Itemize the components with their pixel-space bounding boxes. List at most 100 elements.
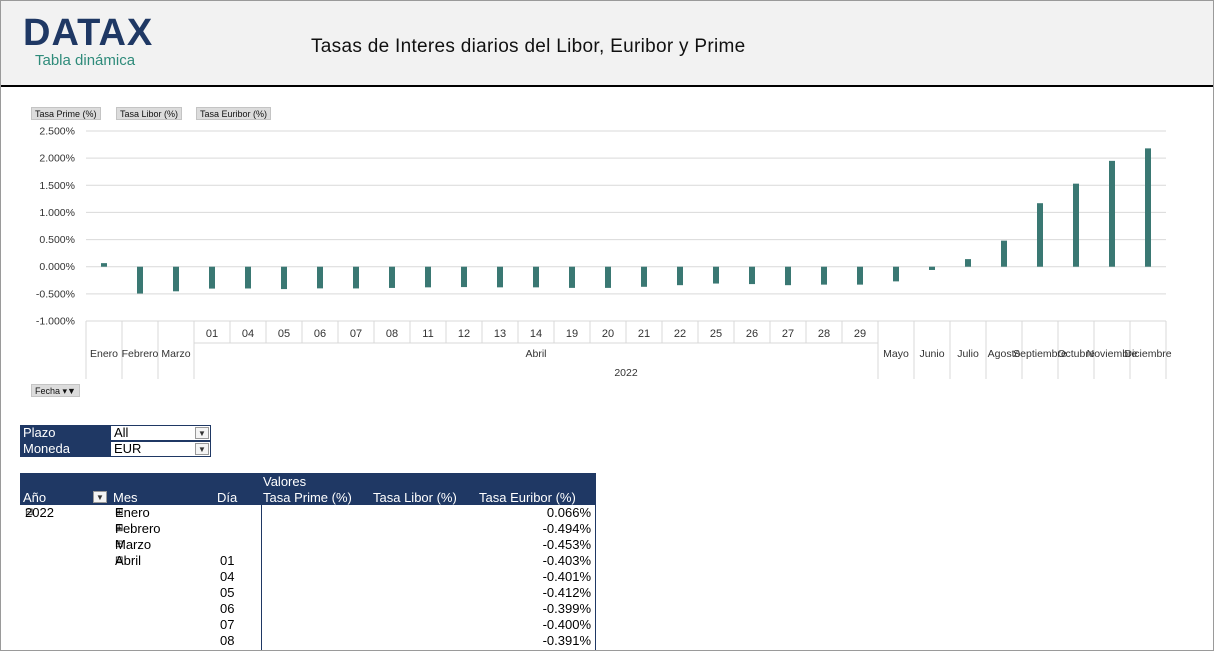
- bar: [533, 266, 539, 288]
- day-tick-label: 07: [350, 328, 362, 340]
- field-chip-tasa-libor[interactable]: Tasa Libor (%): [116, 107, 183, 120]
- bar: [785, 266, 791, 286]
- table-row: ⊟ 2022 ⊞ Enero 0.066%: [20, 505, 596, 521]
- bar: [605, 266, 611, 288]
- expand-icon[interactable]: ⊞: [115, 523, 124, 534]
- y-tick-label: -0.500%: [36, 288, 75, 300]
- table-row: ⊞ Marzo -0.453%: [20, 537, 596, 553]
- collapse-icon[interactable]: ⊟: [25, 507, 34, 518]
- month-tick-label: Agosto: [988, 348, 1021, 360]
- bar: [425, 266, 431, 288]
- valores-label: Valores: [263, 474, 307, 489]
- plazo-filter-select[interactable]: All ▼: [111, 425, 211, 441]
- month-tick-label: Octubre: [1057, 348, 1095, 360]
- bar: [209, 266, 215, 289]
- day-tick-label: 29: [854, 328, 866, 340]
- bar: [461, 266, 467, 288]
- filter-value: EUR: [114, 441, 142, 456]
- bar: [929, 266, 935, 270]
- fecha-field-chip[interactable]: Fecha ▾▼: [31, 384, 80, 397]
- filter-row-plazo: Plazo All ▼: [20, 425, 211, 441]
- euribor-value: -0.412%: [542, 585, 591, 600]
- bar: [137, 266, 143, 294]
- day-tick-label: 26: [746, 328, 758, 340]
- day-tick-label: 14: [530, 328, 542, 340]
- table-row: ⊟ Abril 01 -0.403%: [20, 553, 596, 569]
- bar: [749, 266, 755, 285]
- header-day: Día: [217, 490, 238, 505]
- filter-icon[interactable]: ▼: [195, 443, 209, 455]
- bar: [857, 266, 863, 285]
- header-tasa-euribor: Tasa Euribor (%): [479, 490, 576, 505]
- day-tick-label: 22: [674, 328, 686, 340]
- column-divider: [595, 505, 596, 650]
- y-tick-label: -1.000%: [36, 316, 75, 328]
- bar: [965, 259, 971, 267]
- table-row: 07 -0.400%: [20, 617, 596, 633]
- y-tick-label: 0.500%: [39, 234, 75, 246]
- day-value: 08: [220, 633, 235, 648]
- month-value: Enero: [115, 505, 150, 520]
- day-tick-label: 04: [242, 328, 254, 340]
- bar: [1145, 148, 1151, 267]
- dropdown-arrow-icon[interactable]: ▼: [195, 427, 209, 439]
- euribor-value: -0.453%: [542, 537, 591, 552]
- euribor-value: 0.066%: [546, 505, 591, 520]
- header-year: Año: [23, 490, 47, 505]
- euribor-value: -0.494%: [542, 521, 591, 536]
- field-chip-tasa-euribor[interactable]: Tasa Euribor (%): [196, 107, 272, 120]
- y-tick-label: 1.000%: [39, 207, 75, 219]
- bar: [641, 266, 647, 287]
- bar: [569, 266, 575, 288]
- month-value: Febrero: [115, 521, 161, 536]
- field-chip-tasa-prime[interactable]: Tasa Prime (%): [31, 107, 101, 120]
- day-value: 01: [220, 553, 235, 568]
- day-tick-label: 13: [494, 328, 506, 340]
- collapse-icon[interactable]: ⊟: [115, 555, 124, 566]
- moneda-filter-select[interactable]: EUR ▼: [111, 441, 211, 457]
- y-tick-label: 2.000%: [39, 153, 75, 165]
- day-value: 06: [220, 601, 235, 616]
- bar: [713, 266, 719, 284]
- bar: [317, 266, 323, 289]
- month-tick-label: Enero: [90, 348, 118, 360]
- bar: [1073, 183, 1079, 267]
- expand-icon[interactable]: ⊞: [115, 539, 124, 550]
- logo: DATAX: [23, 12, 154, 54]
- bar: [245, 266, 251, 289]
- month-tick-label: Mayo: [883, 348, 909, 360]
- bar: [893, 266, 899, 282]
- euribor-value: -0.403%: [542, 553, 591, 568]
- table-row: 08 -0.391%: [20, 633, 596, 649]
- page-title: Tasas de Interes diarios del Libor, Euri…: [311, 36, 746, 57]
- logo-subtitle: Tabla dinámica: [35, 52, 136, 69]
- table-row: 04 -0.401%: [20, 569, 596, 585]
- column-divider: [261, 505, 262, 650]
- table-row: 06 -0.399%: [20, 601, 596, 617]
- year-label: 2022: [614, 367, 638, 379]
- header-month: Mes: [113, 490, 138, 505]
- y-tick-label: 1.500%: [39, 180, 75, 192]
- bar: [101, 263, 107, 267]
- month-tick-label: Diciembre: [1124, 348, 1171, 360]
- day-tick-label: 21: [638, 328, 650, 340]
- day-tick-label: 08: [386, 328, 398, 340]
- year-filter-icon[interactable]: ▼: [93, 491, 107, 503]
- day-value: 07: [220, 617, 235, 632]
- expand-icon[interactable]: ⊞: [115, 507, 124, 518]
- filter-dropdown-icon: ▾▼: [62, 386, 76, 396]
- month-tick-label: Marzo: [161, 348, 190, 360]
- day-tick-label: 25: [710, 328, 722, 340]
- pivot-body: ⊟ 2022 ⊞ Enero 0.066% ⊞ Febrero -0.494% ⊞ Marzo -0…: [20, 505, 596, 649]
- month-tick-label: Febrero: [122, 348, 159, 360]
- day-tick-label: 27: [782, 328, 794, 340]
- report-filters: Plazo All ▼ Moneda EUR ▼: [20, 425, 211, 457]
- euribor-value: -0.401%: [542, 569, 591, 584]
- y-tick-label: 2.500%: [39, 126, 75, 138]
- filter-label: Moneda: [20, 441, 111, 457]
- euribor-value: -0.400%: [542, 617, 591, 632]
- day-value: 05: [220, 585, 235, 600]
- month-value: Abril: [115, 553, 142, 568]
- bar: [1001, 240, 1007, 267]
